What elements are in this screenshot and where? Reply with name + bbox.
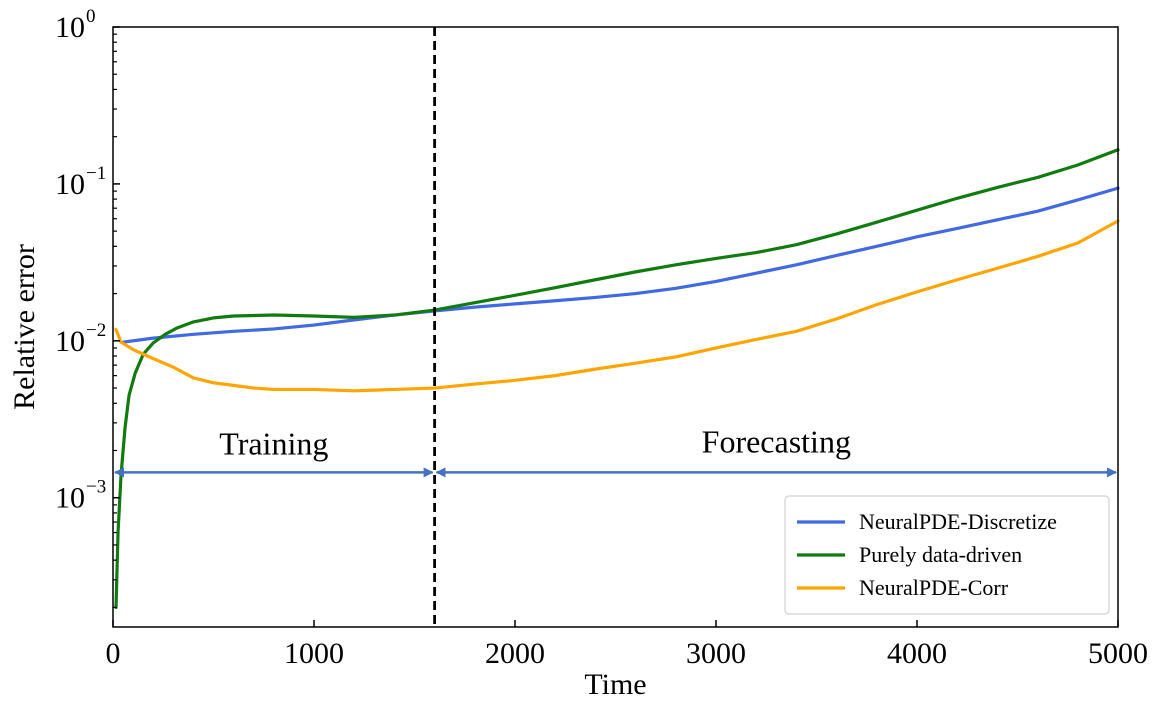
training-label: Training (219, 425, 328, 461)
legend-entry: NeuralPDE-Discretize (859, 509, 1057, 534)
series-line-1 (121, 186, 1120, 344)
forecasting-label: Forecasting (702, 423, 851, 459)
y-tick-exponent: −2 (86, 320, 106, 341)
y-tick-exponent: 0 (86, 6, 96, 27)
x-tick-label: 4000 (887, 637, 947, 670)
x-tick-label: 1000 (284, 637, 344, 670)
x-axis-ticks: 0 1000 2000 3000 4000 5000 (106, 620, 1148, 670)
y-axis-label: Relative error (8, 244, 41, 410)
y-tick-label: 10 (55, 325, 85, 358)
y-tick-exponent: −1 (86, 163, 106, 184)
legend-box (784, 495, 1110, 615)
y-tick-exponent: −3 (86, 477, 106, 498)
x-tick-label: 0 (106, 637, 121, 670)
series-line-3 (114, 219, 1120, 393)
legend-entry: Purely data-driven (859, 542, 1022, 567)
y-tick-label: 10 (55, 168, 85, 201)
plot-frame (112, 26, 1119, 628)
y-tick-label: 10 (55, 482, 85, 515)
x-tick-label: 2000 (485, 637, 545, 670)
y-tick-label: 10 (55, 11, 85, 44)
x-tick-label: 3000 (686, 637, 746, 670)
legend-entry: NeuralPDE-Corr (859, 575, 1009, 600)
legend: NeuralPDE-Discretize Purely data-driven Ne… (784, 495, 1110, 615)
annotation-layer (114, 27, 1117, 627)
x-axis-label: Time (584, 668, 646, 701)
x-tick-label: 5000 (1088, 637, 1148, 670)
